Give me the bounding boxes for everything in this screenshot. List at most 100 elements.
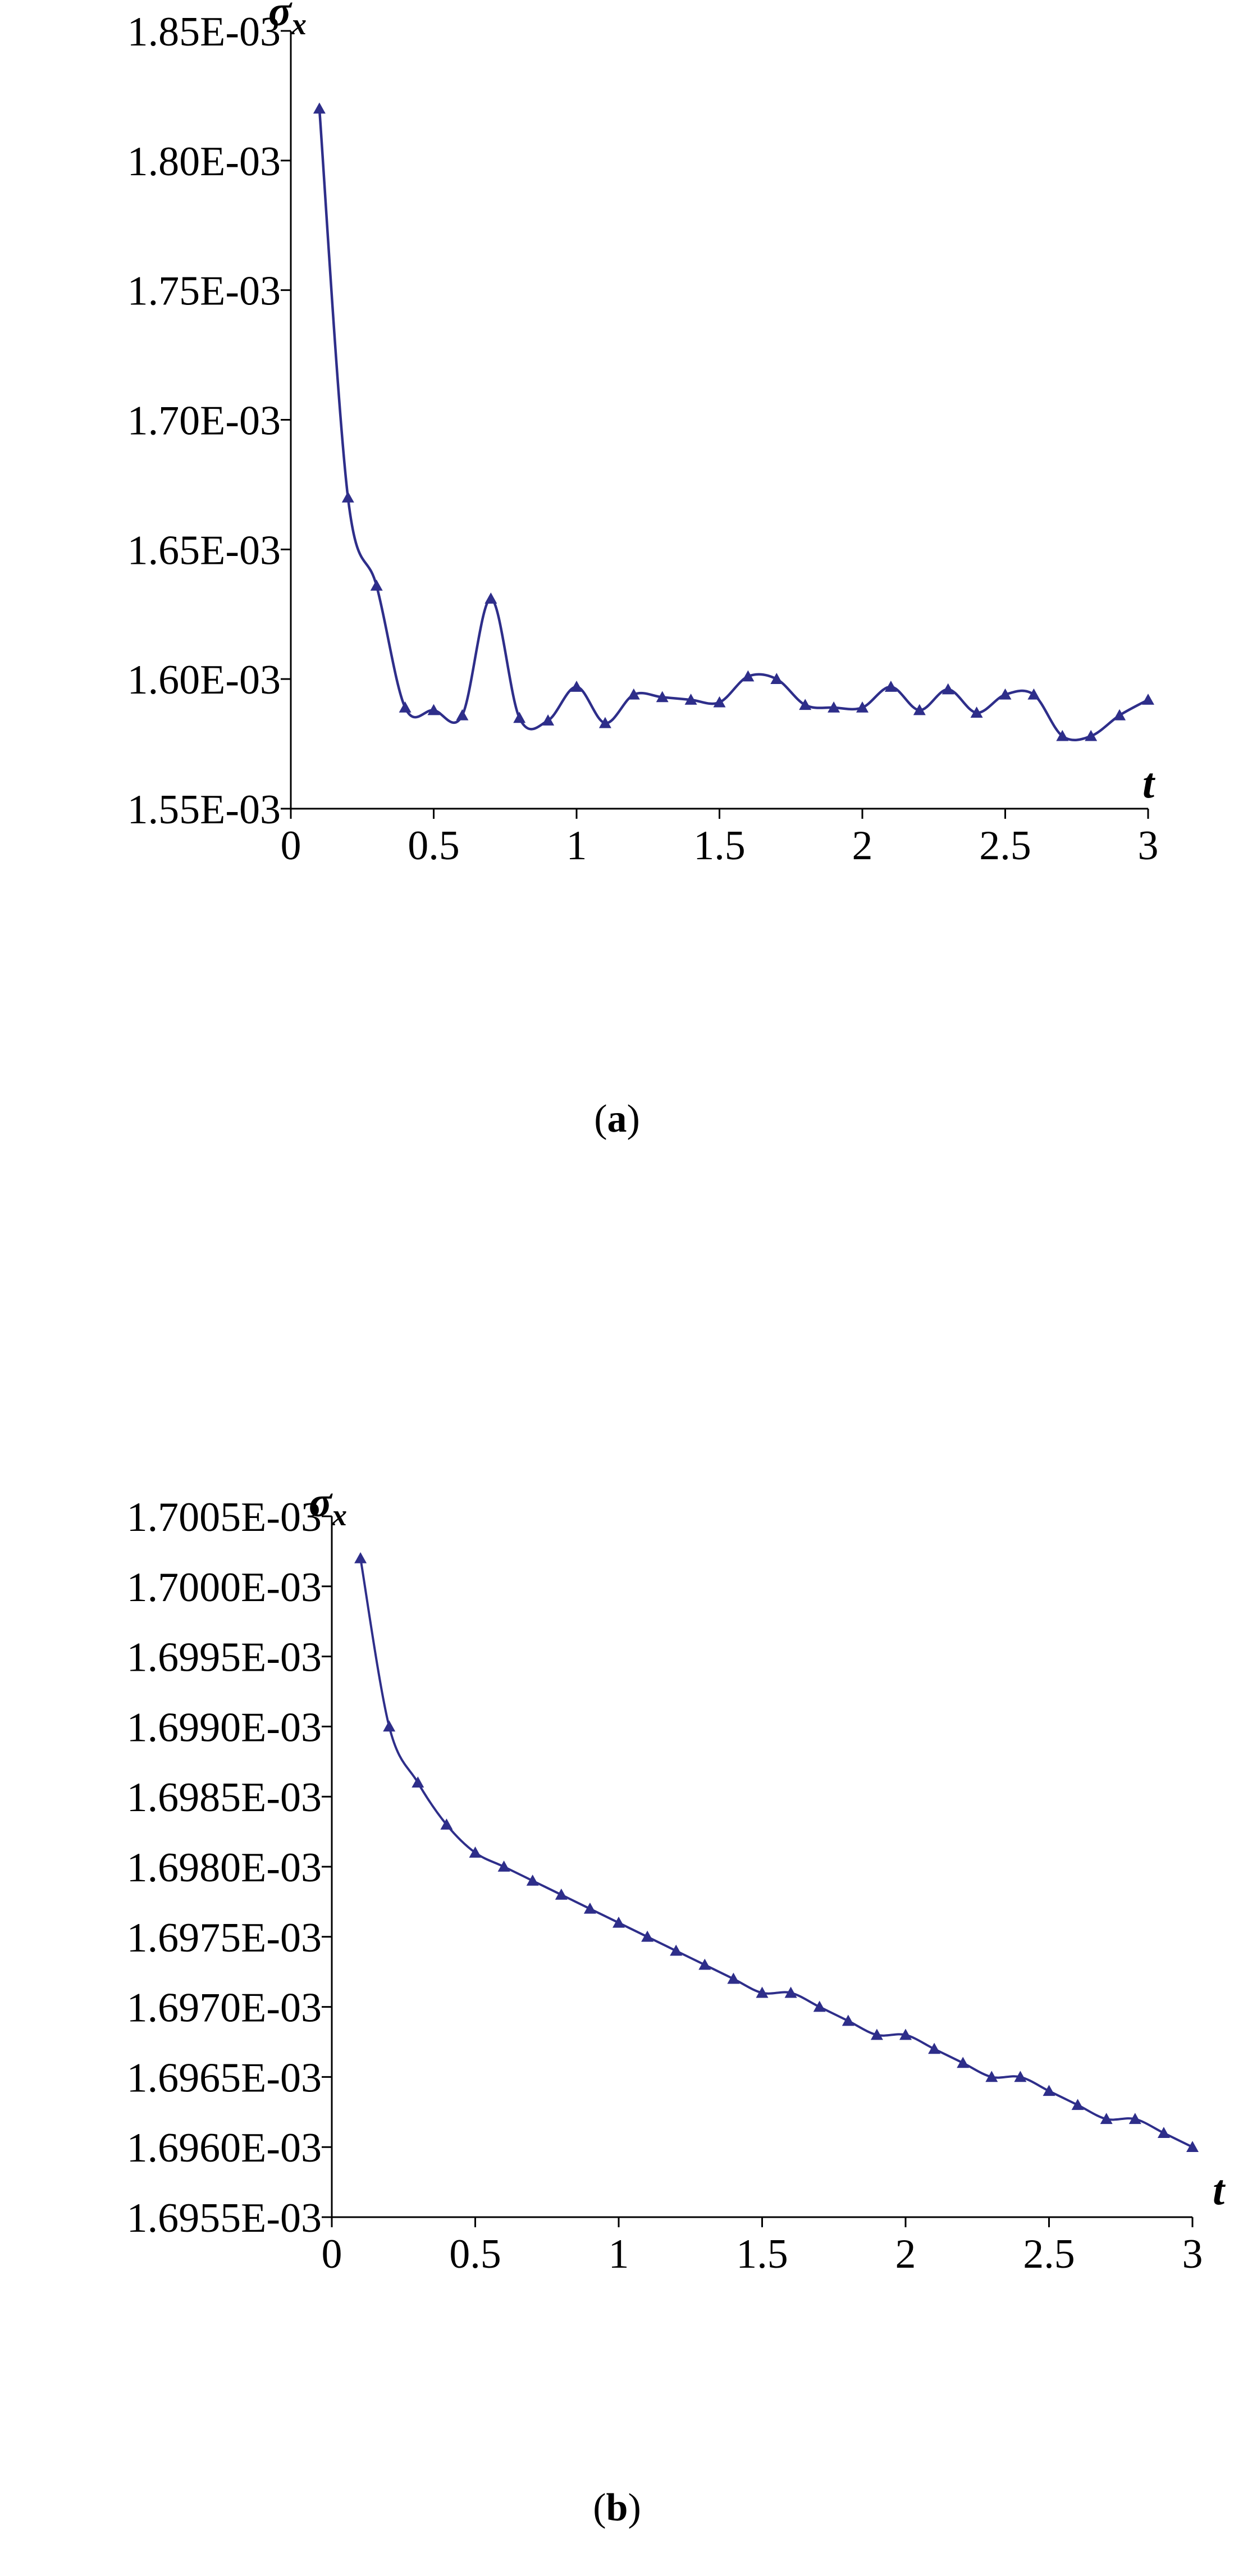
chart-b-x-tick-label: 1.5 — [736, 2231, 788, 2277]
chart-b-data-point — [641, 1930, 654, 1942]
chart-a-data-point — [485, 592, 497, 604]
chart-b-series-line — [359, 1558, 1193, 2148]
chart-b-data-point — [813, 2000, 826, 2012]
chart-a-data-point — [884, 681, 897, 692]
chart-a-data-point — [1142, 694, 1154, 705]
chart-b: 1.7005E-03 1.7000E-03 1.6995E-03 1.6990E-03… — [127, 1479, 1226, 2529]
chart-a: 1.85E-03 1.80E-03 1.75E-03 1.70E-03 1.65E-03… — [127, 0, 1159, 1141]
chart-a-data-point — [542, 714, 555, 726]
chart-a-series-line — [318, 108, 1149, 741]
chart-a-data-point — [799, 699, 812, 710]
chart-a-caption: (a) — [594, 1097, 640, 1141]
chart-a-x-ticks: 0 0.5 1 1.5 2 2.5 3 — [281, 809, 1159, 869]
chart-b-y-tick-label: 1.7000E-03 — [127, 1565, 322, 1611]
chart-b-data-point — [497, 1861, 510, 1872]
chart-b-data-point — [1157, 2127, 1170, 2139]
chart-a-data-point — [684, 694, 697, 705]
chart-a-y-tick-label: 1.60E-03 — [127, 657, 281, 703]
chart-b-data-point — [613, 1916, 625, 1928]
chart-a-y-tick-label: 1.65E-03 — [127, 527, 281, 573]
chart-b-data-point — [583, 1902, 596, 1914]
chart-a-data-point — [999, 688, 1012, 700]
chart-a-data-point — [828, 701, 840, 713]
chart-b-y-tick-label: 1.6990E-03 — [127, 1704, 322, 1750]
chart-a-data-point — [1113, 709, 1126, 721]
chart-a-data-point — [856, 701, 869, 713]
chart-a-x-tick-label: 0 — [281, 823, 301, 869]
chart-a-data-point — [1027, 688, 1040, 700]
chart-a-data-point — [770, 673, 783, 684]
chart-b-x-tick-label: 2 — [895, 2231, 916, 2277]
chart-a-data-point — [656, 691, 669, 703]
chart-a-x-tick-label: 2.5 — [979, 823, 1031, 869]
chart-a-y-tick-label: 1.55E-03 — [127, 787, 281, 833]
chart-a-data-point — [742, 670, 755, 682]
chart-b-y-ticks: 1.7005E-03 1.7000E-03 1.6995E-03 1.6990E-03… — [127, 1494, 332, 2241]
chart-b-data-point — [1043, 2085, 1055, 2096]
chart-a-data-point — [942, 683, 954, 695]
chart-a-data-point — [598, 717, 611, 728]
chart-b-y-tick-label: 1.6985E-03 — [127, 1775, 322, 1821]
chart-a-data-point — [627, 688, 640, 700]
chart-a-data-point — [427, 704, 440, 715]
chart-b-data-point — [1186, 2141, 1199, 2152]
chart-a-data-point — [313, 102, 326, 114]
chart-a-data-point — [570, 681, 583, 692]
chart-b-data-point — [1128, 2113, 1141, 2124]
chart-b-data-point — [469, 1846, 482, 1858]
chart-b-y-tick-label: 1.6970E-03 — [127, 1985, 322, 2031]
chart-a-y-tick-label: 1.85E-03 — [127, 9, 281, 55]
chart-a-y-axis-title: σx — [268, 0, 307, 41]
chart-b-data-point — [870, 2028, 883, 2040]
chart-a-x-tick-label: 2 — [852, 823, 873, 869]
chart-a-data-point — [513, 712, 526, 723]
chart-b-x-tick-label: 1 — [609, 2231, 629, 2277]
chart-a-x-tick-label: 1 — [566, 823, 587, 869]
chart-a-data-point — [1085, 730, 1098, 741]
chart-b-data-point — [440, 1818, 453, 1830]
chart-a-x-tick-label: 3 — [1138, 823, 1159, 869]
chart-b-y-tick-label: 1.6995E-03 — [127, 1635, 322, 1681]
chart-b-data-point — [727, 1972, 740, 1984]
chart-b-data-point — [928, 2042, 941, 2054]
chart-b-data-point — [670, 1944, 683, 1956]
chart-b-data-point — [555, 1888, 568, 1900]
chart-b-data-point — [383, 1720, 396, 1732]
chart-b-data-point — [985, 2071, 998, 2082]
chart-b-y-tick-label: 1.6965E-03 — [127, 2055, 322, 2101]
chart-b-y-tick-label: 1.6960E-03 — [127, 2125, 322, 2171]
chart-b-markers — [354, 1552, 1199, 2152]
chart-b-x-ticks: 0 0.5 1 1.5 2 2.5 3 — [322, 2217, 1203, 2277]
chart-a-data-point — [370, 579, 383, 591]
chart-b-data-point — [842, 2014, 854, 2026]
chart-b-x-tick-label: 3 — [1182, 2231, 1203, 2277]
chart-b-x-tick-label: 0.5 — [449, 2231, 501, 2277]
chart-a-data-point — [399, 701, 412, 713]
chart-a-y-tick-label: 1.70E-03 — [127, 398, 281, 444]
chart-b-caption: (b) — [593, 2486, 641, 2529]
chart-a-x-tick-label: 0.5 — [408, 823, 460, 869]
chart-b-data-point — [1100, 2113, 1113, 2124]
chart-a-data-point — [713, 696, 726, 708]
chart-b-y-tick-label: 1.6980E-03 — [127, 1845, 322, 1891]
chart-b-data-point — [756, 1986, 769, 1998]
chart-a-data-point — [970, 706, 983, 718]
chart-b-data-point — [412, 1776, 424, 1788]
chart-b-x-tick-label: 0 — [322, 2231, 342, 2277]
chart-b-y-tick-label: 1.6955E-03 — [127, 2195, 322, 2241]
chart-b-x-axis-title: t — [1213, 2167, 1226, 2214]
chart-b-data-point — [698, 1958, 711, 1970]
chart-b-data-point — [784, 1986, 797, 1998]
chart-b-x-tick-label: 2.5 — [1023, 2231, 1075, 2277]
chart-a-x-tick-label: 1.5 — [693, 823, 746, 869]
chart-b-data-point — [957, 2057, 970, 2068]
chart-a-y-tick-label: 1.75E-03 — [127, 268, 281, 314]
chart-b-data-point — [354, 1552, 367, 1563]
chart-b-data-point — [526, 1874, 539, 1886]
chart-b-y-tick-label: 1.6975E-03 — [127, 1915, 322, 1961]
chart-a-data-point — [456, 709, 469, 721]
chart-b-data-point — [899, 2028, 912, 2040]
chart-b-y-tick-label: 1.7005E-03 — [127, 1494, 322, 1540]
chart-a-data-point — [341, 491, 354, 503]
